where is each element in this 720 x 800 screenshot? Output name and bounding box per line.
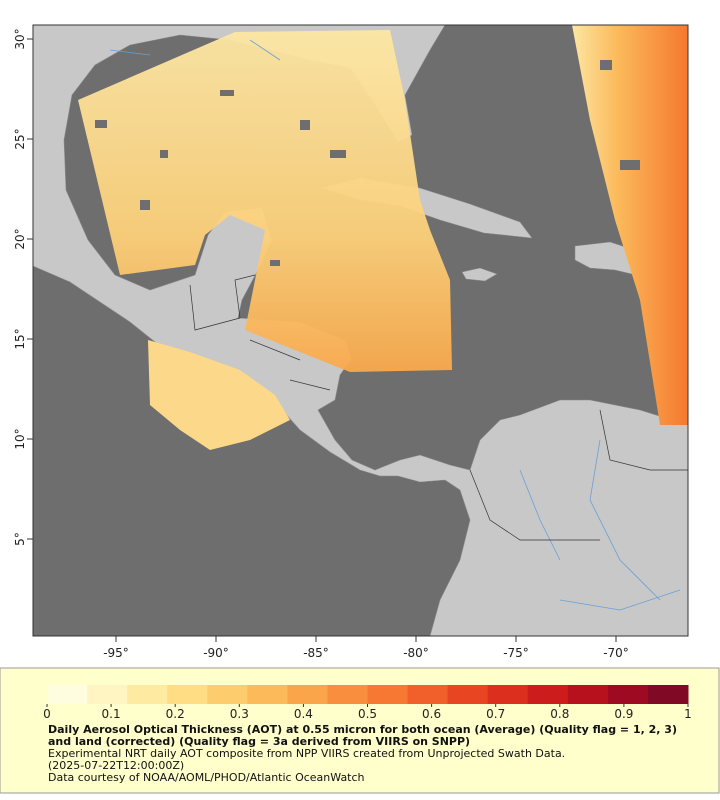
caption-title: Daily Aerosol Optical Thickness (AOT) at… — [48, 723, 677, 748]
x-tick-label: -90° — [203, 646, 229, 660]
x-tick-label: -70° — [603, 646, 629, 660]
colorbar-tick-label: 0.7 — [486, 707, 505, 721]
colorbar-tick-label: 0.6 — [422, 707, 441, 721]
colorbar-step — [327, 685, 368, 704]
colorbar-tick-label: 0 — [43, 707, 51, 721]
colorbar-step — [87, 685, 128, 704]
y-tick-label: 25° — [13, 128, 27, 149]
colorbar-tick-label: 0.8 — [550, 707, 569, 721]
colorbar-tick-label: 1 — [684, 707, 692, 721]
y-tick-label: 15° — [13, 328, 27, 349]
land — [33, 25, 688, 636]
colorbar-step — [607, 685, 649, 704]
borders — [189, 274, 688, 541]
map-area — [33, 25, 688, 636]
colorbar-tick-label: 0.5 — [358, 707, 377, 721]
y-tick-label: 30° — [13, 28, 27, 49]
colorbar-step — [207, 685, 248, 704]
rivers — [109, 39, 681, 611]
jamaica — [461, 267, 498, 282]
colorbar-step — [287, 685, 328, 704]
map-frame — [32, 24, 689, 637]
colorbar-step — [167, 685, 208, 704]
y-tick-label: 10° — [13, 428, 27, 449]
x-tick-label: -85° — [303, 646, 329, 660]
x-tick-label: -80° — [403, 646, 429, 660]
y-tick-label: 5° — [13, 532, 27, 546]
aot-swath-pacific — [148, 340, 290, 450]
colorbar-step — [447, 685, 489, 704]
colorbar-step — [247, 685, 288, 704]
y-tick-label: 20° — [13, 228, 27, 249]
colorbar-tick-label: 0.1 — [102, 707, 121, 721]
colorbar-step — [127, 685, 168, 704]
colorbar-step — [647, 685, 689, 704]
colorbar-step — [487, 685, 529, 704]
aot-swath-gulf — [78, 30, 452, 372]
colorbar-step — [567, 685, 609, 704]
x-tick-label: -95° — [103, 646, 129, 660]
colorbar-tick-label: 0.3 — [230, 707, 249, 721]
caption-line: Experimental NRT daily AOT composite fro… — [48, 747, 566, 760]
colorbar-step — [47, 685, 88, 704]
caption-line: Data courtesy of NOAA/AOML/PHOD/Atlantic… — [48, 771, 365, 784]
colorbar-tick-label: 0.4 — [294, 707, 313, 721]
colorbar-tick-label: 0.2 — [166, 707, 185, 721]
colorbar-tick-label: 0.9 — [614, 707, 633, 721]
colorbar-step — [527, 685, 569, 704]
x-tick-label: -75° — [503, 646, 529, 660]
caption: Daily Aerosol Optical Thickness (AOT) at… — [48, 724, 688, 784]
colorbar-step — [367, 685, 409, 704]
aot-swath-east — [572, 25, 688, 425]
caption-line: (2025-07-22T12:00:00Z) — [48, 759, 185, 772]
colorbar-step — [407, 685, 449, 704]
